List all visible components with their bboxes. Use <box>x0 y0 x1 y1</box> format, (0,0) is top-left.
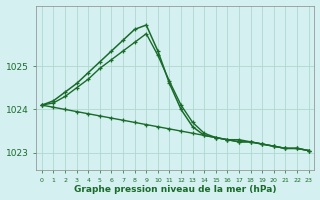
X-axis label: Graphe pression niveau de la mer (hPa): Graphe pression niveau de la mer (hPa) <box>74 185 276 194</box>
